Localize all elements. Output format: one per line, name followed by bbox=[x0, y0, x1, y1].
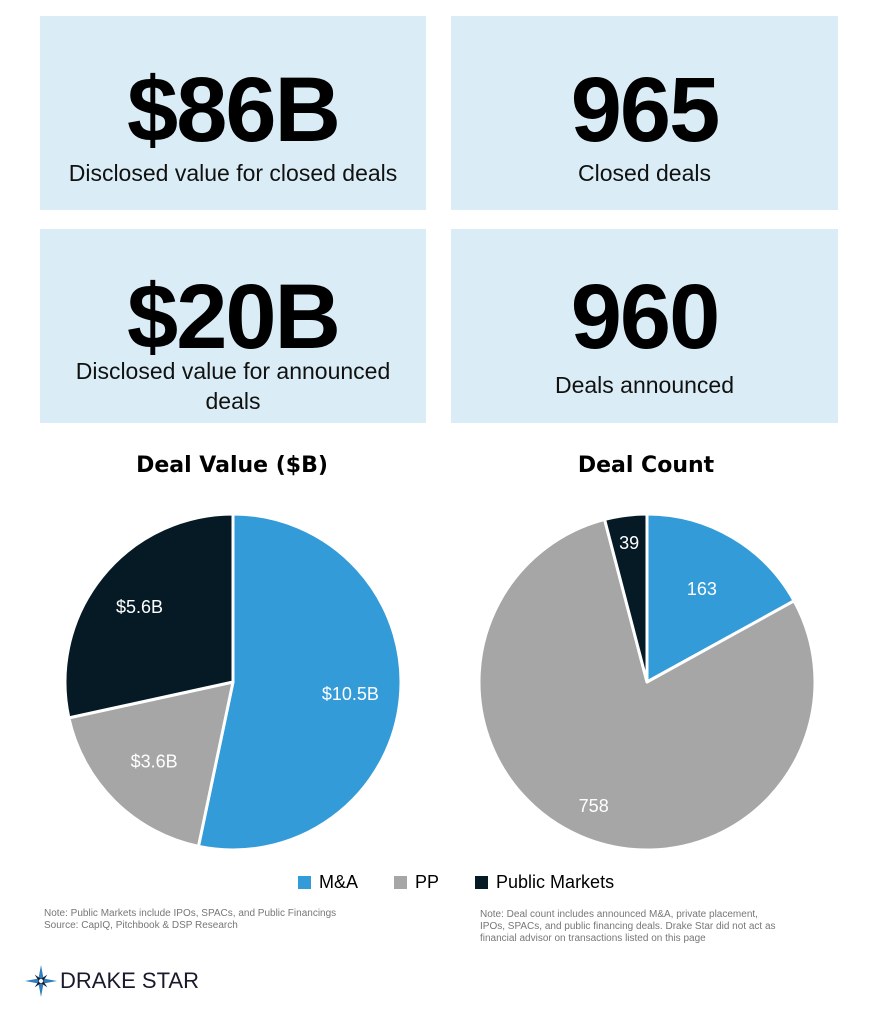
stat-caption: Deals announced bbox=[554, 372, 735, 398]
stat-caption: Disclosed value for closed deals bbox=[68, 160, 398, 186]
stat-caption: Closed deals bbox=[578, 160, 711, 186]
legend-swatch-ma bbox=[298, 876, 311, 889]
stat-card-closed-count: 965 Closed deals bbox=[451, 16, 838, 210]
legend-item-public-markets: Public Markets bbox=[475, 872, 614, 893]
chart-title-deal-value: Deal Value ($B) bbox=[136, 453, 328, 478]
chart-legend: M&A PP Public Markets bbox=[298, 872, 614, 893]
stat-card-closed-value: $86B Disclosed value for closed deals bbox=[40, 16, 426, 210]
pie-slice-m-a bbox=[196, 512, 403, 852]
stat-value: 965 bbox=[570, 59, 721, 161]
legend-label: Public Markets bbox=[496, 872, 615, 892]
pie-slice-public-markets bbox=[63, 512, 235, 720]
legend-item-ma: M&A bbox=[298, 872, 358, 893]
legend-label: M&A bbox=[319, 872, 359, 892]
footnote-line: Note: Public Markets include IPOs, SPACs… bbox=[44, 908, 337, 919]
compass-star-icon bbox=[25, 965, 57, 997]
footnote-line: financial advisor on transactions listed… bbox=[480, 933, 706, 944]
footnote-line: Note: Deal count includes announced M&A,… bbox=[480, 909, 758, 920]
legend-swatch-pp bbox=[394, 876, 408, 889]
deal-count-pie-chart: 163 758 39 bbox=[477, 512, 817, 852]
legend-item-pp: PP bbox=[394, 872, 439, 893]
footnote-line: Source: CapIQ, Pitchbook & DSP Research bbox=[44, 920, 238, 931]
data-label-pp: $3.6B bbox=[131, 752, 178, 772]
stat-value: 960 bbox=[570, 266, 721, 368]
stat-value: $86B bbox=[127, 59, 341, 161]
stat-card-announced-value: $20B Disclosed value for announced deals bbox=[40, 229, 426, 423]
deal-value-pie-chart: $10.5B $3.6B $5.6B bbox=[63, 512, 403, 852]
data-label-pp: 758 bbox=[579, 796, 609, 816]
data-label-public-markets: $5.6B bbox=[116, 597, 163, 617]
stat-caption: Disclosed value for announced deals bbox=[75, 358, 391, 414]
stat-card-announced-count: 960 Deals announced bbox=[451, 229, 838, 423]
data-label-m-a: 163 bbox=[687, 579, 717, 599]
chart-title-deal-count: Deal Count bbox=[577, 453, 715, 478]
footnote-right: Note: Deal count includes announced M&A,… bbox=[480, 909, 820, 945]
logo-text: DRAKE STAR bbox=[60, 968, 199, 993]
pie-slice-public-markets bbox=[603, 512, 649, 684]
legend-swatch-public-markets bbox=[475, 876, 489, 889]
data-label-m-a: $10.5B bbox=[322, 684, 379, 704]
pie-slice-pp bbox=[67, 680, 235, 848]
legend-label: PP bbox=[415, 872, 440, 892]
footnote-line: IPOs, SPACs, and public financing deals.… bbox=[480, 921, 776, 932]
drake-star-logo: DRAKE STAR bbox=[24, 964, 199, 998]
stat-value: $20B bbox=[127, 266, 341, 368]
footnote-left: Note: Public Markets include IPOs, SPACs… bbox=[44, 908, 404, 932]
pie-slice-m-a bbox=[645, 512, 796, 684]
pie-slice-pp bbox=[477, 517, 817, 852]
data-label-public-markets: 39 bbox=[619, 533, 639, 553]
